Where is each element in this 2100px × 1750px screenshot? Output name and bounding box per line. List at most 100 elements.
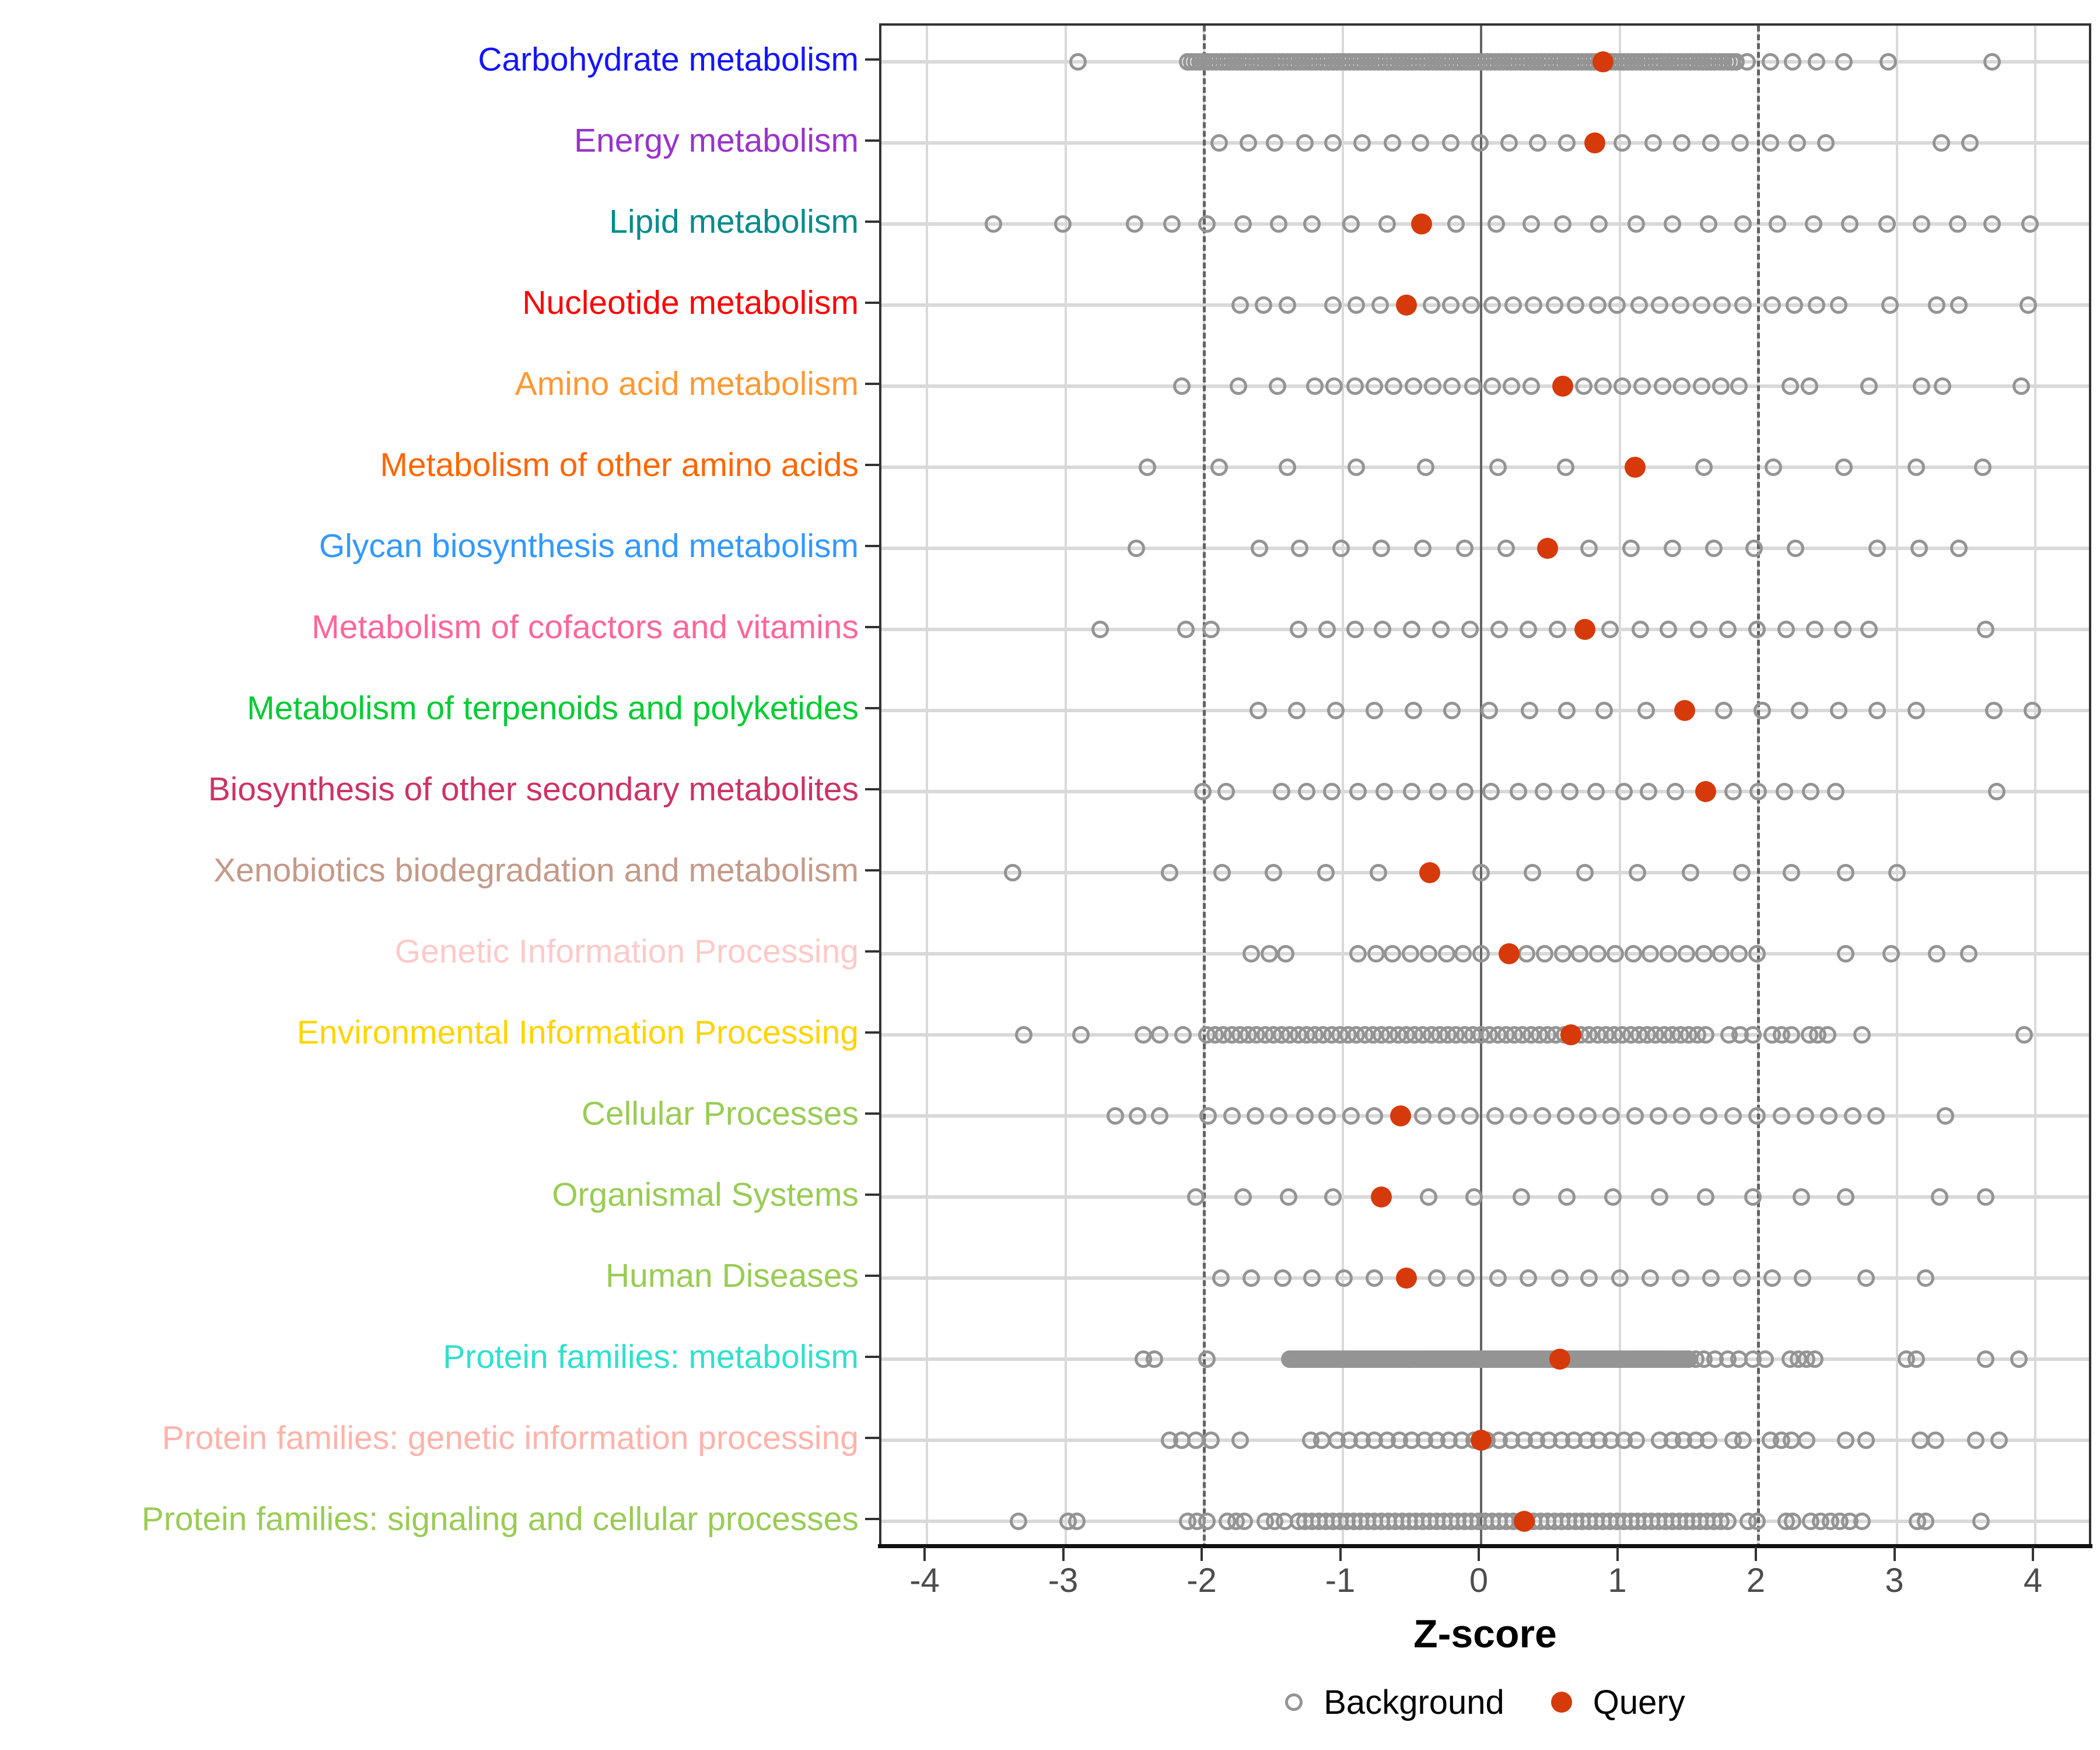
background-point [1525,296,1543,314]
background-point [1769,215,1787,233]
background-point [1489,1269,1507,1287]
background-point [1702,1269,1720,1287]
background-point [1673,134,1691,152]
background-point [1353,134,1371,152]
background-point [1651,296,1669,314]
background-point [1324,296,1342,314]
background-point [1411,134,1429,152]
background-point [1910,540,1928,557]
background-point [1673,1107,1691,1125]
background-point [1173,377,1191,395]
background-point [1637,702,1655,719]
background-point [1931,1188,1949,1206]
query-point [1498,943,1520,964]
background-point [1580,540,1598,557]
background-point [1373,540,1390,557]
background-point [1068,1513,1086,1530]
background-point [1091,621,1109,638]
y-tick-mark [865,1031,879,1034]
background-point [1324,134,1342,152]
query-point [1560,1024,1582,1045]
background-point [1510,783,1528,800]
background-point [1107,1107,1124,1125]
background-point [1933,377,1951,395]
background-point [1727,53,1745,71]
background-point [1796,1107,1814,1125]
query-point [1674,700,1696,721]
background-point [1255,296,1273,314]
background-point [1606,945,1625,963]
background-point [1987,783,2006,800]
background-point [1483,377,1501,395]
background-point [1973,459,1992,476]
background-point [1270,215,1288,233]
background-point [1231,296,1249,314]
background-point [1054,215,1072,233]
category-label: Organismal Systems [552,1176,859,1213]
background-point [1644,134,1662,152]
background-point [1917,1513,1935,1530]
query-point [1513,1511,1535,1532]
background-point [1976,1350,1994,1368]
background-point [1985,702,2003,719]
background-point [1732,1269,1751,1287]
background-point [1366,1107,1384,1125]
background-point [1677,945,1695,963]
background-point [1194,783,1212,800]
category-label: Cellular Processes [581,1095,859,1132]
background-point [1791,702,1809,719]
background-point [1335,1269,1353,1287]
background-point [1134,1026,1152,1044]
x-tick-mark [923,1547,926,1561]
background-point [1724,783,1742,800]
background-point [1673,377,1691,395]
background-point [1578,1107,1597,1125]
background-point [1231,1432,1249,1449]
category-label: Xenobiotics biodegradation and metabolis… [214,852,859,889]
background-point [1881,296,1899,314]
background-point [1522,377,1540,395]
background-point [1234,215,1252,233]
background-point [1853,1026,1871,1044]
background-point [1443,702,1461,719]
background-point [1198,1513,1216,1530]
background-point [1551,1269,1569,1287]
background-point [1696,1026,1714,1044]
background-point [1626,1107,1644,1125]
background-point [1212,1269,1230,1287]
background-point [1788,134,1806,152]
open-circle-icon [1285,1693,1303,1711]
y-tick-mark [865,950,879,953]
background-point [1972,1513,1990,1530]
background-point [1730,377,1748,395]
y-tick-mark [865,139,879,142]
x-tick-mark [1893,1547,1896,1561]
background-point [1519,1269,1537,1287]
background-point [1461,1107,1479,1125]
background-point [1264,864,1282,881]
background-point [1371,296,1389,314]
background-point [1367,945,1385,963]
x-gridline [1341,26,1344,1545]
category-label: Glycan biosynthesis and metabolism [318,527,859,565]
background-point [1724,1107,1742,1125]
background-point [1853,1513,1871,1530]
background-point [1332,540,1350,557]
background-point [1548,621,1566,638]
background-point [1522,215,1540,233]
category-label: Metabolism of other amino acids [380,446,859,484]
background-point [1794,1269,1811,1287]
zero-reference-line [1480,26,1482,1545]
background-point [1936,1107,1954,1125]
background-point [1561,783,1578,800]
y-tick-mark [865,626,879,628]
background-point [1342,215,1360,233]
background-point [1880,53,1898,71]
background-point [1960,945,1978,963]
row-gridline [881,1114,2089,1118]
y-tick-mark [865,788,879,790]
background-point [1699,215,1717,233]
background-point [1403,783,1421,800]
background-point [1630,296,1648,314]
background-point [1471,134,1489,152]
